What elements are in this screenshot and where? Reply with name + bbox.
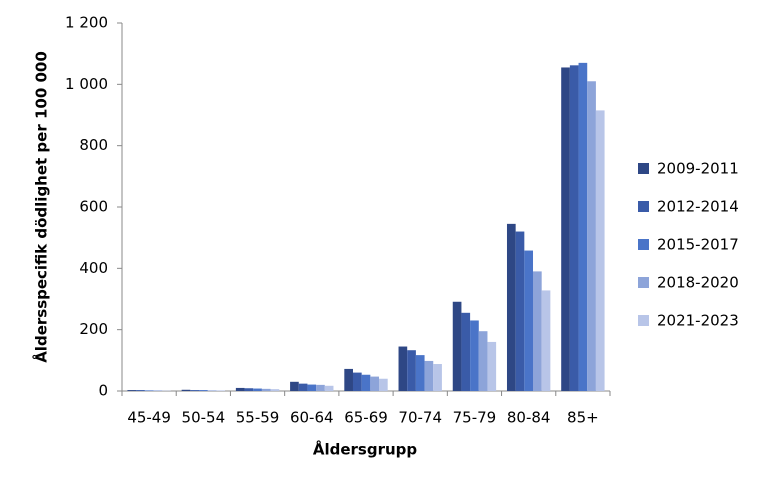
legend-label: 2021-2023 [657,312,739,330]
bar [399,347,408,391]
y-tick-label: 400 [79,259,108,277]
bar [353,373,362,391]
bar [379,379,388,391]
bar [416,355,425,391]
y-axis-title: Åldersspecifik dödlighet per 100 000 [32,51,51,363]
x-tick-label: 85+ [567,409,599,427]
x-tick-label: 70-74 [398,409,442,427]
legend-swatch [638,163,649,174]
x-axis-title: Åldersgrupp [313,440,418,459]
bar [570,65,579,391]
bar [453,302,462,391]
x-tick-label: 60-64 [290,409,334,427]
bar [216,390,225,391]
x-tick-label: 65-69 [344,409,388,427]
legend-swatch [638,239,649,250]
bar [425,361,434,391]
bar [316,385,325,391]
x-tick-label: 80-84 [507,409,551,427]
bar [127,390,136,391]
legend-swatch [638,277,649,288]
bar [370,377,379,391]
bar [182,390,191,391]
bar [524,251,533,391]
bar [461,313,470,391]
bar [542,290,551,391]
bar [516,232,525,391]
legend-swatch [638,201,649,212]
bar [190,390,199,391]
bar [208,390,217,391]
bar [236,388,245,391]
bar [245,388,254,391]
bar [153,390,162,391]
y-tick-label: 1 200 [65,14,108,32]
x-tick-label: 75-79 [453,409,497,427]
bar [271,389,280,391]
y-tick-label: 600 [79,198,108,216]
bar [561,67,570,391]
bar [487,342,496,391]
bar [407,350,416,391]
y-tick-label: 0 [98,382,108,400]
bar [199,390,208,391]
bar [507,224,516,391]
legend-label: 2012-2014 [657,198,739,216]
bar [145,390,154,391]
x-tick-label: 55-59 [236,409,280,427]
bar [579,63,588,391]
y-tick-label: 800 [79,136,108,154]
bar [325,386,334,391]
bar [136,390,145,391]
y-tick-label: 200 [79,320,108,338]
legend-label: 2018-2020 [657,274,739,292]
x-tick-label: 45-49 [127,409,171,427]
bar [290,382,299,391]
bar [344,369,353,391]
y-tick-label: 1 000 [65,75,108,93]
bar [299,384,308,391]
bar [470,320,479,391]
bar [307,385,316,391]
legend-swatch [638,315,649,326]
bar [479,331,488,391]
bar [533,271,542,391]
legend-label: 2015-2017 [657,236,739,254]
bar [596,110,605,391]
bar [433,364,442,391]
bar [362,375,371,391]
bar [262,389,271,391]
bar [253,389,262,391]
bar [587,81,596,391]
legend-label: 2009-2011 [657,160,739,178]
x-tick-label: 50-54 [182,409,226,427]
